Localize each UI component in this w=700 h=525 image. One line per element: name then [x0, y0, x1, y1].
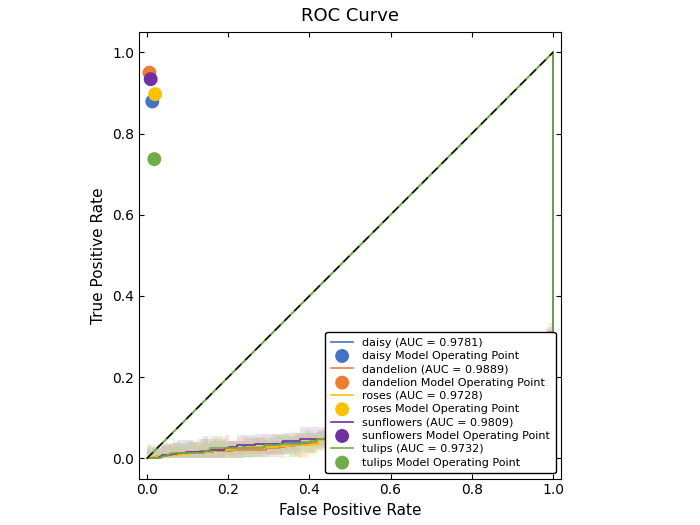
- Line: roses (AUC = 0.9728): roses (AUC = 0.9728): [147, 52, 553, 458]
- daisy (AUC = 0.9781): [428, 416, 437, 423]
- roses (AUC = 0.9728): [442, 415, 450, 422]
- daisy (AUC = 0.9781): [265, 442, 274, 448]
- daisy (AUC = 0.9781): [318, 436, 326, 442]
- Y-axis label: True Positive Rate: True Positive Rate: [92, 187, 106, 323]
- roses (AUC = 0.9728): [360, 428, 368, 434]
- sunflowers (AUC = 0.9809): [468, 404, 477, 410]
- Line: daisy (AUC = 0.9781): daisy (AUC = 0.9781): [147, 52, 553, 458]
- tulips Model Operating Point: [148, 155, 160, 163]
- tulips (AUC = 0.9732): [307, 438, 315, 444]
- tulips (AUC = 0.9732): [447, 413, 456, 419]
- tulips (AUC = 0.9732): [339, 435, 347, 441]
- daisy (AUC = 0.9781): [451, 407, 459, 413]
- daisy Model Operating Point: [147, 97, 158, 106]
- sunflowers (AUC = 0.9809): [143, 455, 151, 461]
- dandelion (AUC = 0.9889): [479, 400, 487, 406]
- Line: tulips (AUC = 0.9732): tulips (AUC = 0.9732): [147, 52, 553, 458]
- Line: sunflowers (AUC = 0.9809): sunflowers (AUC = 0.9809): [147, 52, 553, 458]
- Line: dandelion (AUC = 0.9889): dandelion (AUC = 0.9889): [147, 52, 553, 458]
- roses Model Operating Point: [150, 90, 161, 98]
- Legend: daisy (AUC = 0.9781), daisy Model Operating Point, dandelion (AUC = 0.9889), dan: daisy (AUC = 0.9781), daisy Model Operat…: [326, 332, 556, 473]
- sunflowers Model Operating Point: [145, 75, 156, 83]
- X-axis label: False Positive Rate: False Positive Rate: [279, 503, 421, 518]
- daisy (AUC = 0.9781): [386, 426, 394, 433]
- tulips (AUC = 0.9732): [143, 455, 151, 461]
- dandelion (AUC = 0.9889): [433, 419, 442, 426]
- sunflowers (AUC = 0.9809): [445, 414, 454, 421]
- Title: ROC Curve: ROC Curve: [301, 7, 399, 25]
- sunflowers (AUC = 0.9809): [394, 425, 402, 432]
- roses (AUC = 0.9728): [143, 455, 151, 461]
- roses (AUC = 0.9728): [424, 420, 433, 426]
- dandelion (AUC = 0.9889): [390, 428, 398, 434]
- dandelion (AUC = 0.9889): [143, 455, 151, 461]
- roses (AUC = 0.9728): [549, 49, 557, 56]
- dandelion Model Operating Point: [144, 68, 155, 77]
- sunflowers (AUC = 0.9809): [296, 436, 304, 442]
- roses (AUC = 0.9728): [315, 437, 323, 444]
- sunflowers (AUC = 0.9809): [493, 395, 501, 402]
- sunflowers (AUC = 0.9809): [241, 442, 249, 448]
- daisy (AUC = 0.9781): [143, 455, 151, 461]
- dandelion (AUC = 0.9889): [466, 408, 475, 415]
- tulips (AUC = 0.9732): [407, 419, 415, 425]
- roses (AUC = 0.9728): [285, 442, 293, 448]
- dandelion (AUC = 0.9889): [549, 49, 557, 56]
- daisy (AUC = 0.9781): [484, 400, 492, 406]
- tulips (AUC = 0.9732): [499, 393, 508, 400]
- roses (AUC = 0.9728): [406, 424, 414, 430]
- tulips (AUC = 0.9732): [471, 406, 480, 413]
- tulips (AUC = 0.9732): [549, 49, 557, 56]
- daisy (AUC = 0.9781): [549, 49, 557, 56]
- dandelion (AUC = 0.9889): [331, 435, 340, 441]
- sunflowers (AUC = 0.9809): [549, 49, 557, 56]
- dandelion (AUC = 0.9889): [305, 440, 314, 446]
